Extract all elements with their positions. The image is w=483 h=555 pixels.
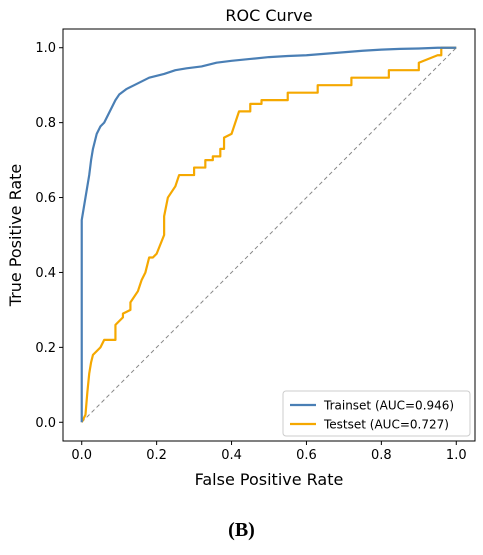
x-tick-label: 1.0 [446,448,467,463]
chart-title: ROC Curve [225,6,312,25]
y-tick-label: 0.6 [35,191,56,206]
x-tick-label: 0.0 [71,448,92,463]
x-tick-label: 0.4 [221,448,242,463]
x-axis-label: False Positive Rate [195,470,344,489]
legend-testset-label: Testset (AUC=0.727) [323,418,449,432]
testset-line [80,46,457,423]
y-tick-label: 0.0 [35,416,56,431]
x-tick-label: 0.2 [146,448,167,463]
y-axis-label: True Positive Rate [6,164,25,308]
x-tick-label: 0.6 [296,448,317,463]
y-tick-label: 1.0 [35,41,56,56]
legend-box [282,390,471,437]
panel-label: (B) [228,519,255,541]
x-tick-label: 0.8 [371,448,392,463]
y-tick-label: 0.4 [35,266,56,281]
legend-trainset-label: Trainset (AUC=0.946) [323,399,454,413]
y-tick-label: 0.8 [35,116,56,131]
y-tick-label: 0.2 [35,341,56,356]
plot-frame [62,28,476,442]
chance-diagonal-line [81,47,457,423]
trainset-line [80,46,457,423]
